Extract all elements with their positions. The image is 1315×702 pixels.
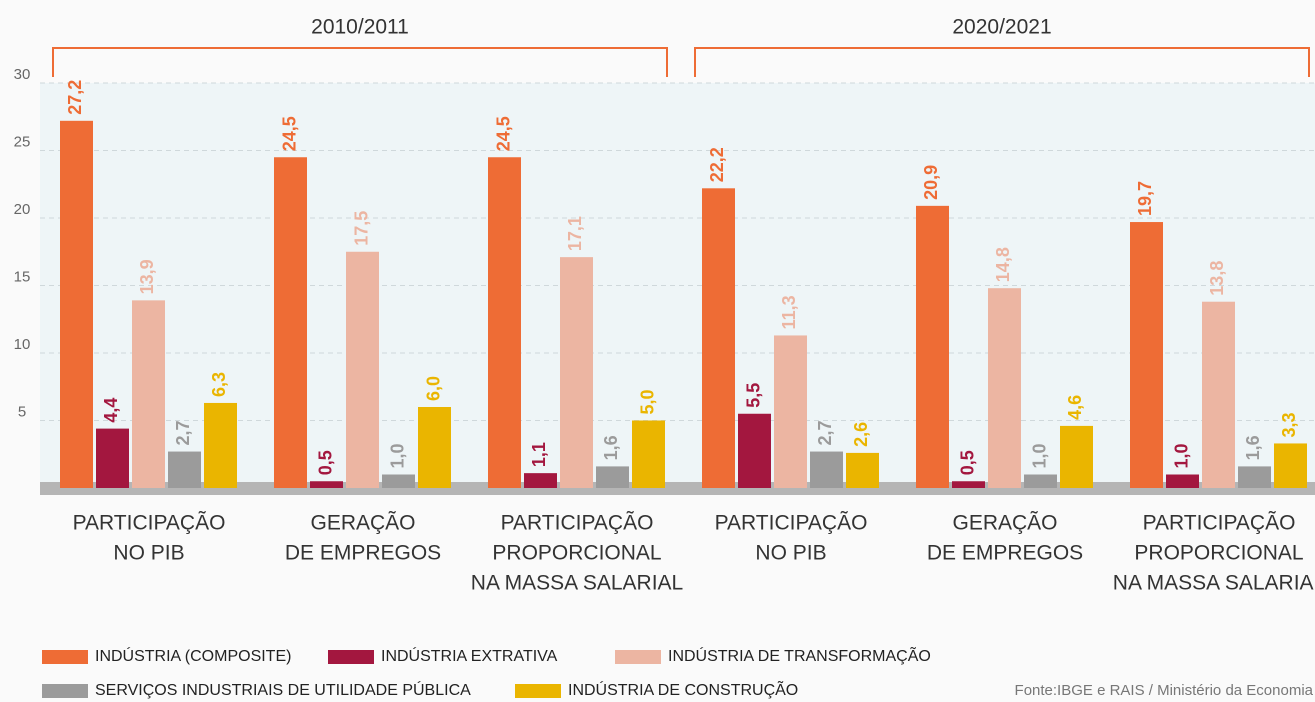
legend-swatch bbox=[42, 650, 88, 664]
value-label: 6,3 bbox=[209, 372, 229, 397]
bar bbox=[310, 481, 343, 488]
legend-swatch bbox=[42, 684, 88, 698]
x-tick-label: PARTICIPAÇÃO bbox=[501, 511, 654, 535]
group-bracket bbox=[52, 47, 668, 77]
bar bbox=[132, 300, 165, 488]
legend-swatch bbox=[515, 684, 561, 698]
bar bbox=[204, 402, 237, 488]
value-label: 4,4 bbox=[101, 398, 121, 423]
bar bbox=[1274, 443, 1307, 488]
bar bbox=[560, 257, 593, 488]
x-tick-label: NA MASSA SALARIAL bbox=[471, 572, 683, 595]
value-label: 20,9 bbox=[921, 165, 941, 200]
group-label: 2020/2021 bbox=[952, 16, 1051, 39]
x-tick-label: NA MASSA SALARIAL bbox=[1113, 572, 1315, 595]
legend-label: INDÚSTRIA EXTRATIVA bbox=[381, 646, 558, 665]
bar bbox=[1060, 425, 1093, 488]
value-label: 11,3 bbox=[779, 295, 799, 329]
y-tick-label: 5 bbox=[18, 403, 26, 420]
x-tick-label: PARTICIPAÇÃO bbox=[1143, 511, 1296, 535]
bar bbox=[1166, 474, 1199, 488]
value-label: 2,6 bbox=[851, 422, 871, 447]
y-tick-label: 25 bbox=[14, 133, 31, 150]
bar bbox=[60, 120, 93, 489]
bar bbox=[916, 205, 949, 488]
value-label: 22,2 bbox=[707, 147, 727, 182]
value-label: 17,1 bbox=[565, 216, 585, 251]
bar bbox=[738, 413, 771, 488]
legend-label: INDÚSTRIA DE CONSTRUÇÃO bbox=[568, 679, 798, 699]
legend-swatch bbox=[328, 650, 374, 664]
x-tick-label: NO PIB bbox=[755, 542, 826, 565]
value-label: 2,7 bbox=[815, 421, 835, 446]
y-tick-label: 10 bbox=[14, 336, 31, 353]
y-tick-label: 15 bbox=[14, 268, 31, 285]
value-label: 17,5 bbox=[351, 211, 371, 246]
bar bbox=[274, 157, 307, 488]
group-bracket bbox=[694, 47, 1310, 77]
bar bbox=[1238, 466, 1271, 488]
legend-label: INDÚSTRIA DE TRANSFORMAÇÃO bbox=[668, 645, 931, 665]
value-label: 0,5 bbox=[957, 450, 977, 475]
value-label: 1,6 bbox=[601, 435, 621, 460]
value-label: 27,2 bbox=[65, 80, 85, 115]
value-label: 4,6 bbox=[1065, 395, 1085, 420]
value-label: 24,5 bbox=[493, 116, 513, 151]
bar bbox=[382, 474, 415, 488]
bar bbox=[524, 473, 557, 488]
value-label: 1,0 bbox=[1029, 443, 1049, 468]
bar bbox=[596, 466, 629, 488]
legend-label: INDÚSTRIA (COMPOSITE) bbox=[95, 646, 291, 665]
value-label: 1,0 bbox=[1171, 443, 1191, 468]
x-tick-label: DE EMPREGOS bbox=[927, 542, 1083, 565]
x-tick-label: GERAÇÃO bbox=[952, 511, 1057, 535]
x-tick-label: NO PIB bbox=[113, 542, 184, 565]
value-label: 0,5 bbox=[315, 450, 335, 475]
bar bbox=[168, 451, 201, 488]
bar bbox=[1130, 222, 1163, 489]
value-label: 5,0 bbox=[637, 389, 657, 414]
value-label: 6,0 bbox=[423, 376, 443, 401]
bar bbox=[1024, 474, 1057, 488]
x-tick-label: PROPORCIONAL bbox=[492, 542, 661, 565]
legend-label: SERVIÇOS INDUSTRIAIS DE UTILIDADE PÚBLIC… bbox=[95, 680, 471, 699]
bar bbox=[774, 335, 807, 488]
value-label: 5,5 bbox=[743, 383, 763, 408]
value-label: 13,8 bbox=[1207, 261, 1227, 296]
x-tick-label: GERAÇÃO bbox=[310, 511, 415, 535]
source: Fonte:IBGE e RAIS / Ministério da Econom… bbox=[1015, 682, 1314, 699]
x-tick-label: PROPORCIONAL bbox=[1134, 542, 1303, 565]
x-tick-label: PARTICIPAÇÃO bbox=[715, 511, 868, 535]
value-label: 14,8 bbox=[993, 247, 1013, 282]
bar bbox=[846, 452, 879, 488]
y-tick-label: 20 bbox=[14, 201, 31, 218]
value-label: 19,7 bbox=[1135, 181, 1155, 216]
group-label: 2010/2011 bbox=[311, 16, 409, 39]
value-label: 3,3 bbox=[1279, 412, 1299, 437]
bar bbox=[418, 407, 451, 488]
x-tick-label: DE EMPREGOS bbox=[285, 542, 441, 565]
x-tick-label: PARTICIPAÇÃO bbox=[73, 511, 226, 535]
value-label: 13,9 bbox=[137, 259, 157, 294]
bar bbox=[1202, 301, 1235, 488]
bar bbox=[952, 481, 985, 488]
bar bbox=[488, 157, 521, 488]
value-label: 1,6 bbox=[1243, 435, 1263, 460]
bar bbox=[96, 428, 129, 488]
value-label: 24,5 bbox=[279, 116, 299, 151]
bar bbox=[988, 288, 1021, 488]
y-tick-label: 30 bbox=[14, 66, 31, 83]
value-label: 2,7 bbox=[173, 421, 193, 446]
bar bbox=[346, 251, 379, 488]
bar bbox=[632, 420, 665, 488]
bar bbox=[702, 188, 735, 489]
value-label: 1,0 bbox=[387, 443, 407, 468]
bar bbox=[810, 451, 843, 488]
legend-swatch bbox=[615, 650, 661, 664]
value-label: 1,1 bbox=[529, 442, 549, 467]
